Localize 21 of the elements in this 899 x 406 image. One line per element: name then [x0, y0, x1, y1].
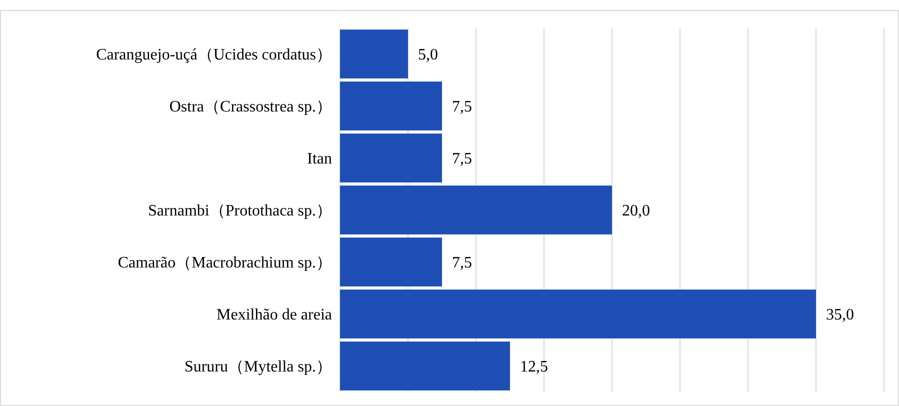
- bar: [340, 290, 816, 338]
- data-label: 5,0: [418, 46, 438, 64]
- y-tick-label: Caranguejo-uçá（Ucides cordatus）: [96, 46, 332, 64]
- data-label: 7,5: [452, 98, 472, 116]
- bar: [340, 82, 442, 130]
- bar: [340, 30, 408, 78]
- data-label: 7,5: [452, 254, 472, 272]
- y-tick-label: Sarnambi（Protothaca sp.）: [148, 202, 332, 220]
- data-label: 7,5: [452, 150, 472, 168]
- bar: [340, 186, 612, 234]
- y-tick-label: Camarão（Macrobrachium sp.）: [118, 254, 332, 272]
- y-tick-label: Ostra（Crassostrea sp.）: [169, 98, 332, 116]
- data-label: 35,0: [826, 306, 854, 324]
- data-label: 20,0: [622, 202, 650, 220]
- bar: [340, 238, 442, 286]
- data-label: 12,5: [520, 358, 548, 376]
- bar: [340, 134, 442, 182]
- y-tick-label: Sururu（Mytella sp.）: [184, 358, 332, 376]
- y-tick-label: Mexilhão de areia: [216, 306, 332, 324]
- y-tick-label: Itan: [307, 150, 332, 168]
- bar: [340, 342, 510, 390]
